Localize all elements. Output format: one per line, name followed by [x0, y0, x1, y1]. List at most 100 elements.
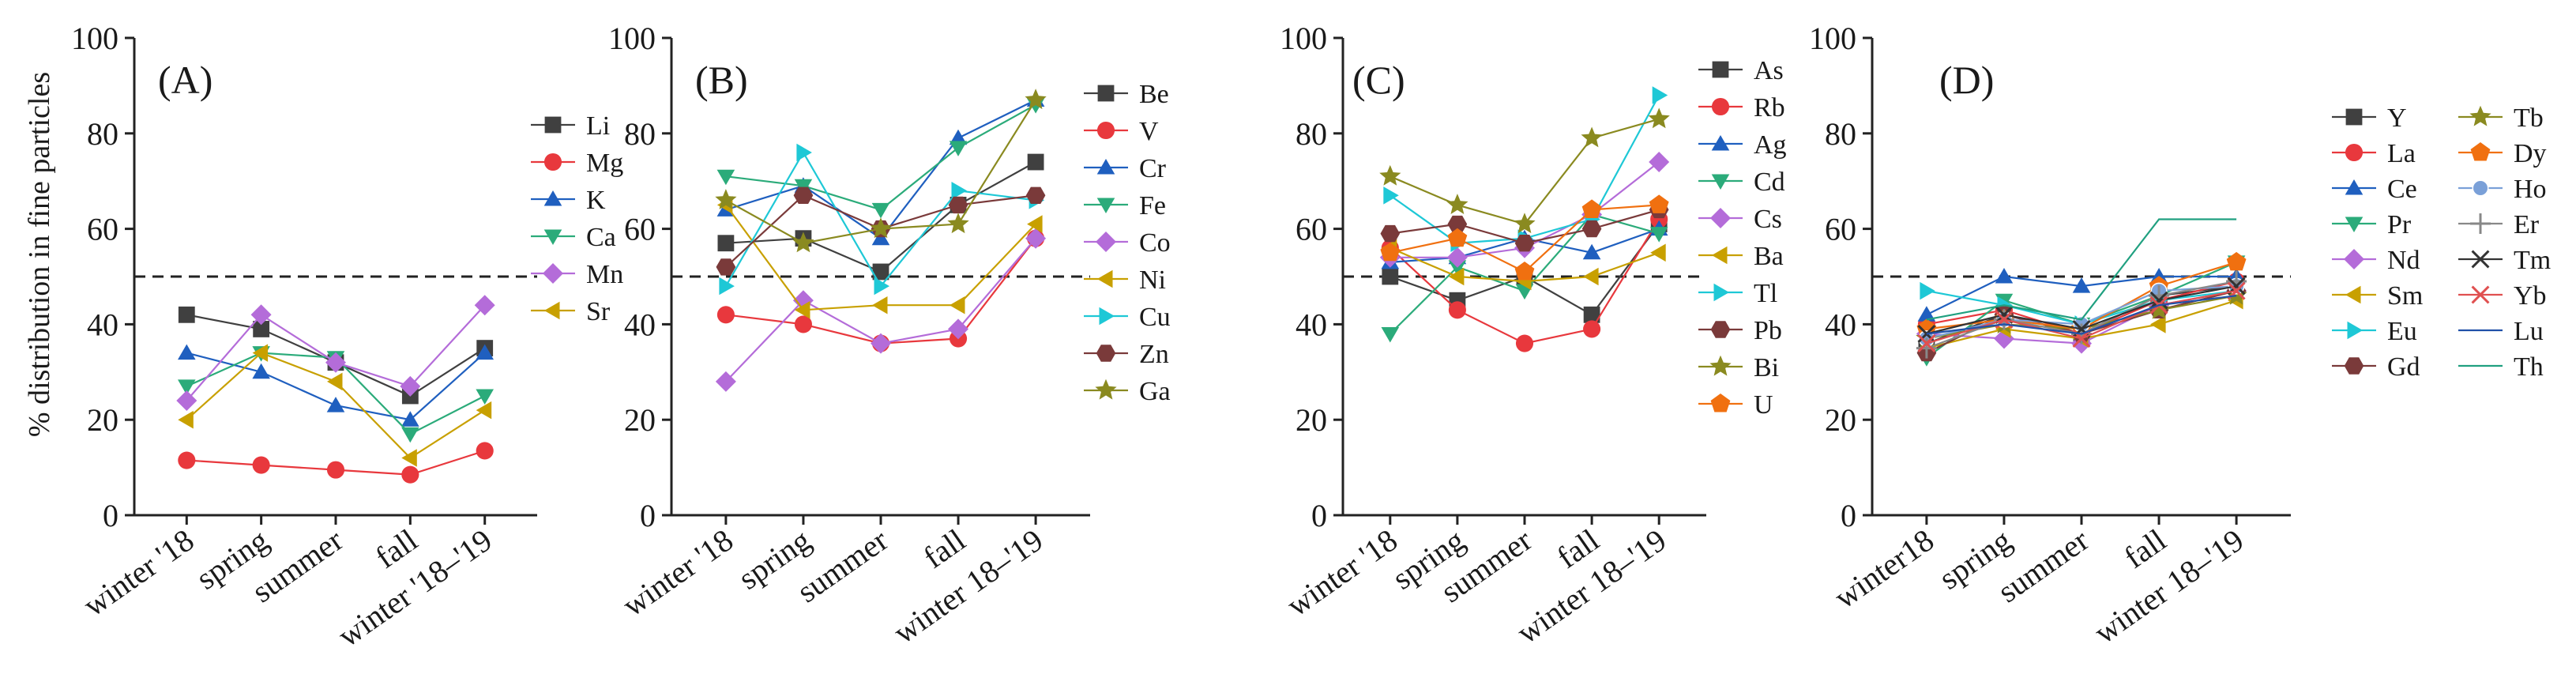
data-point-pb	[1514, 235, 1535, 252]
legend-label: Sr	[586, 297, 611, 326]
data-point-tl	[1383, 186, 1399, 205]
legend-item-gd: Gd	[2332, 352, 2420, 382]
data-point-sr	[327, 372, 343, 391]
series-mn	[176, 295, 495, 411]
data-point-zn	[948, 196, 968, 214]
y-tick-label: 60	[1296, 212, 1327, 247]
panel-label: (D)	[1939, 58, 1994, 102]
data-point-cu	[796, 143, 812, 162]
y-tick-label: 80	[624, 116, 656, 152]
data-point-be	[717, 235, 735, 252]
legend-marker-sm	[2345, 285, 2361, 304]
data-point-ni	[794, 301, 810, 319]
legend-marker-v	[1096, 121, 1115, 140]
data-point-li	[253, 321, 270, 337]
data-point-fe	[949, 141, 968, 156]
legend-label: V	[1139, 117, 1159, 146]
legend-item-yb: Yb	[2458, 281, 2547, 311]
legend-marker-cs	[1710, 208, 1731, 228]
legend-item-ba: Ba	[1698, 242, 1784, 271]
legend-item-th: Th	[2458, 352, 2544, 382]
legend-item-tb: Tb	[2458, 104, 2544, 133]
data-point-k	[252, 363, 270, 379]
series-ni	[716, 196, 1043, 319]
legend-label: Ni	[1139, 266, 1166, 295]
data-point-tb	[2148, 299, 2170, 319]
legend: As Rb Ag Cd Cs Ba Tl Pb Bi U	[1698, 56, 1787, 420]
legend-marker-tb	[2469, 105, 2491, 126]
data-point-rb	[1448, 301, 1466, 319]
data-point-fe	[794, 179, 813, 195]
legend-label: Li	[586, 111, 610, 141]
data-point-co	[1025, 228, 1047, 249]
y-tick-label: 0	[640, 498, 656, 533]
legend-marker-ba	[1712, 246, 1728, 265]
data-point-v	[716, 306, 735, 324]
legend-item-ga: Ga	[1084, 377, 1171, 406]
data-point-cu	[874, 277, 889, 296]
legend-label: Ag	[1754, 130, 1787, 160]
data-point-dy	[2226, 251, 2247, 271]
legend-marker-be	[1097, 85, 1115, 102]
data-point-cd	[1649, 227, 1668, 243]
y-tick-label: 80	[1296, 116, 1327, 152]
legend-marker-pr	[2345, 217, 2364, 232]
legend-label: Dy	[2514, 139, 2547, 168]
legend-marker-sr	[544, 301, 560, 320]
legend-label: Cu	[1139, 303, 1171, 332]
y-tick-label: 40	[1825, 307, 1856, 342]
data-point-er	[1916, 337, 1937, 359]
data-point-ca	[401, 427, 419, 443]
legend-item-mn: Mn	[531, 260, 623, 289]
legend-item-dy: Dy	[2458, 139, 2547, 168]
series-k	[178, 344, 494, 427]
legend-marker-mg	[543, 153, 562, 171]
legend-item-ni: Ni	[1084, 266, 1166, 295]
data-point-mn	[250, 304, 272, 326]
legend-label: Ga	[1139, 377, 1171, 406]
data-point-mn	[400, 375, 421, 397]
series-sr	[178, 344, 492, 467]
data-point-co	[715, 371, 736, 392]
legend-item-la: La	[2332, 139, 2416, 168]
series-zn	[716, 186, 1046, 276]
legend-label: Sm	[2387, 281, 2423, 311]
legend-marker-ni	[1097, 269, 1113, 288]
legend-label: Tm	[2514, 246, 2551, 275]
data-point-u	[1514, 262, 1535, 281]
data-point-cd	[1381, 327, 1400, 343]
y-axis-label: % distribution in fine particles	[23, 72, 56, 437]
legend-item-ca: Ca	[531, 223, 616, 252]
data-point-pb	[1581, 220, 1602, 238]
data-point-cd	[1448, 260, 1467, 276]
data-point-sr	[476, 401, 492, 420]
legend-marker-la	[2345, 143, 2364, 162]
data-point-k	[401, 411, 419, 427]
y-tick-label: 20	[1825, 402, 1856, 438]
y-tick-label: 0	[1311, 498, 1327, 533]
legend-label: Zn	[1139, 340, 1169, 369]
legend-marker-tm	[2471, 250, 2490, 269]
legend-marker-rb	[1711, 97, 1730, 116]
legend-marker-y	[2345, 108, 2363, 126]
legend-label: Fe	[1139, 191, 1166, 220]
data-point-ce	[1995, 268, 2014, 284]
legend-marker-yb	[2471, 285, 2490, 304]
data-point-ba	[1583, 267, 1599, 286]
legend-label: La	[2387, 139, 2416, 168]
y-tick-label: 100	[608, 21, 656, 56]
legend-item-mg: Mg	[531, 149, 623, 178]
data-point-rb	[1515, 334, 1534, 352]
data-point-mg	[178, 451, 196, 469]
legend-label: Tb	[2514, 104, 2544, 133]
legend-marker-mn	[543, 263, 563, 284]
y-tick-label: 0	[1841, 498, 1856, 533]
legend-label: Y	[2387, 104, 2407, 133]
data-point-k	[326, 397, 345, 412]
y-tick-label: 40	[1296, 307, 1327, 342]
data-point-cs	[1446, 247, 1468, 268]
legend-item-tl: Tl	[1698, 279, 1777, 308]
legend-item-ce: Ce	[2332, 175, 2417, 204]
series-lu	[1926, 295, 2237, 335]
